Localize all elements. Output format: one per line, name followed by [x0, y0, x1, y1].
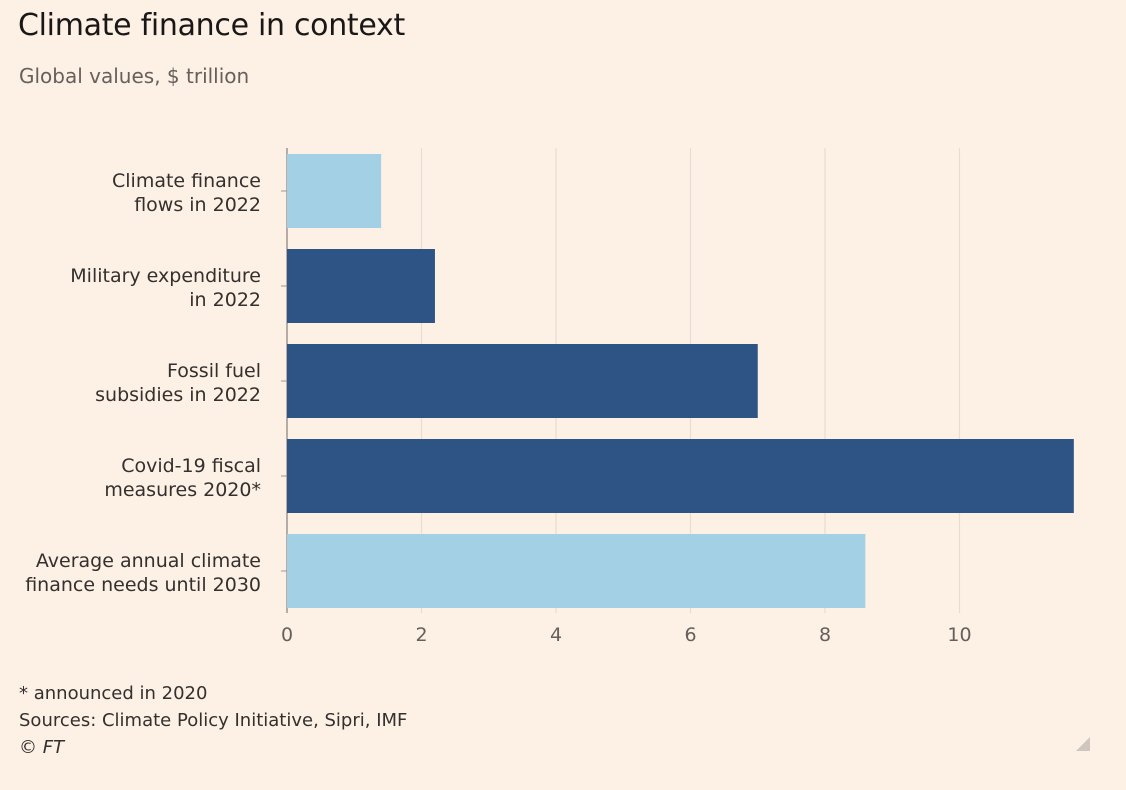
- bar: [287, 439, 1074, 513]
- x-tick-label: 0: [281, 624, 293, 646]
- x-tick-label: 6: [684, 624, 696, 646]
- x-axis-ticks: 0 2 4 6 8 10: [281, 624, 972, 646]
- category-label: flows in 2022: [134, 194, 261, 216]
- footnote-announced: * announced in 2020: [19, 683, 208, 704]
- category-label: in 2022: [189, 289, 261, 311]
- bar: [287, 344, 758, 418]
- category-label: measures 2020*: [104, 479, 261, 501]
- sources-note: Sources: Climate Policy Initiative, Sipr…: [19, 710, 408, 731]
- category-label: Covid-19 fiscal: [121, 455, 261, 477]
- chart-subtitle: Global values, $ trillion: [19, 64, 250, 88]
- category-label: Average annual climate: [36, 550, 261, 572]
- bar: [287, 534, 866, 608]
- category-label: Fossil fuel: [167, 360, 261, 382]
- resize-corner-icon: [1076, 737, 1090, 751]
- x-tick-label: 4: [550, 624, 562, 646]
- category-label: Climate finance: [112, 170, 261, 192]
- x-tick-label: 10: [947, 624, 971, 646]
- chart-title: Climate finance in context: [18, 8, 405, 43]
- x-tick-label: 2: [415, 624, 427, 646]
- bars: [287, 154, 1074, 608]
- category-label: subsidies in 2022: [95, 384, 261, 406]
- bar: [287, 249, 435, 323]
- category-label: finance needs until 2030: [25, 574, 261, 596]
- x-tick-label: 8: [819, 624, 831, 646]
- bar: [287, 154, 382, 228]
- footnotes: * announced in 2020 Sources: Climate Pol…: [19, 680, 407, 761]
- copyright-note: © FT: [19, 737, 65, 758]
- category-label: Military expenditure: [70, 265, 261, 287]
